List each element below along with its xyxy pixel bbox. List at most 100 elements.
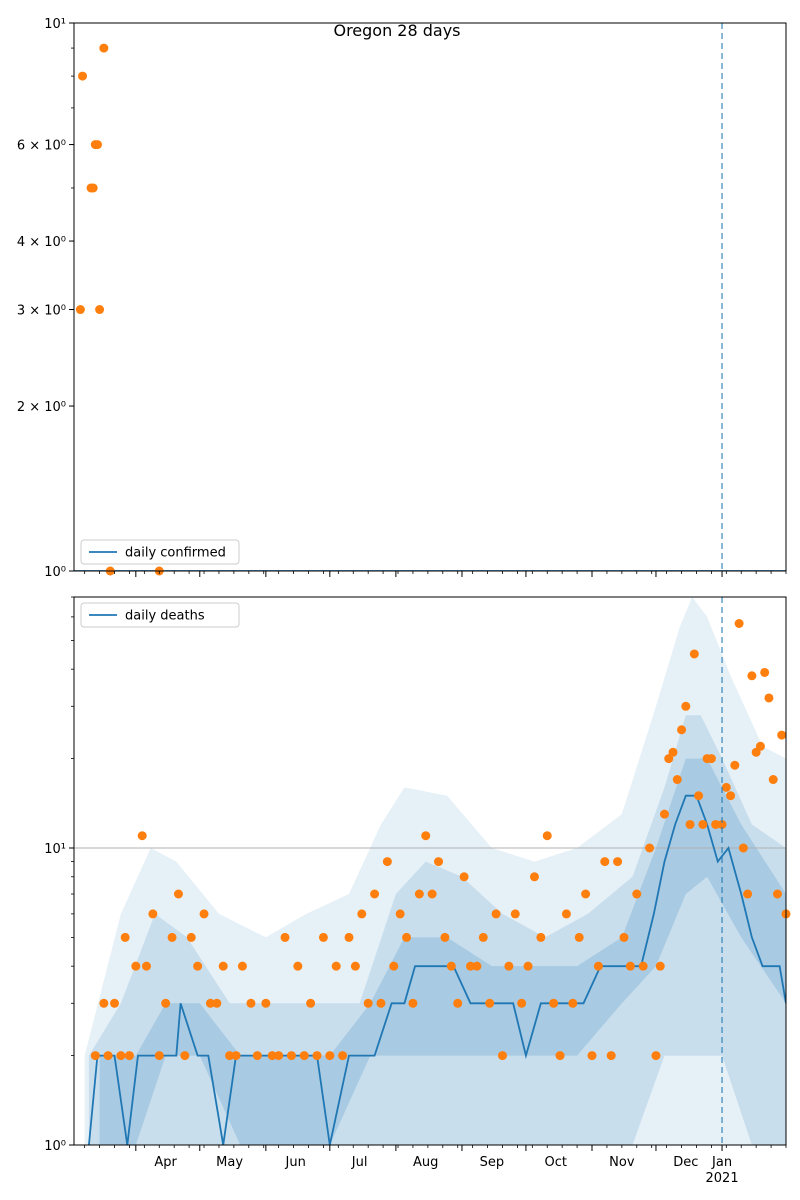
data-point — [180, 1051, 190, 1061]
data-point — [116, 1051, 126, 1061]
data-point — [638, 961, 648, 971]
data-point — [293, 961, 303, 971]
data-point — [664, 754, 674, 764]
data-point — [78, 71, 88, 81]
data-point — [267, 1051, 277, 1061]
data-point — [651, 1051, 661, 1061]
data-point — [246, 998, 256, 1008]
data-point — [717, 819, 727, 829]
data-point — [193, 961, 203, 971]
data-point — [655, 961, 665, 971]
chart-title: Oregon 28 days — [333, 21, 460, 40]
interval-band — [99, 758, 786, 1145]
data-point — [768, 775, 778, 785]
x-tick-label: Jan — [711, 1155, 732, 1170]
data-point — [312, 1051, 322, 1061]
data-point — [772, 889, 782, 899]
data-point — [510, 909, 520, 919]
data-point — [402, 932, 412, 942]
y-tick-label: 3 × 10⁰ — [17, 304, 66, 319]
data-point — [472, 961, 482, 971]
data-point — [331, 961, 341, 971]
data-point — [161, 998, 171, 1008]
data-point — [299, 1051, 309, 1061]
legend: daily deaths — [80, 602, 240, 628]
data-point — [593, 961, 603, 971]
data-point — [764, 693, 774, 703]
data-point — [218, 961, 228, 971]
data-point — [536, 932, 546, 942]
top-panel: 10⁰ 2 × 10⁰ 3 × 10⁰ 4 × 10⁰ 6 × 10⁰ 10¹ daily … — [17, 17, 787, 580]
data-point — [681, 701, 691, 711]
y-tick-label: 10¹ — [44, 842, 66, 857]
data-point — [141, 961, 151, 971]
x-tick-label: Jun — [285, 1155, 306, 1170]
data-point — [124, 1051, 134, 1061]
data-point — [167, 932, 177, 942]
axes-frame — [73, 596, 787, 1146]
data-point — [421, 831, 431, 841]
data-point — [99, 998, 109, 1008]
y-tick-label: 6 × 10⁰ — [17, 139, 66, 154]
y-tick-label: 10⁰ — [44, 1139, 66, 1154]
x-tick-label: Sep — [480, 1155, 505, 1170]
data-point — [186, 932, 196, 942]
interval-band — [88, 715, 786, 1145]
data-point — [529, 872, 539, 882]
y-tick-label: 4 × 10⁰ — [17, 235, 66, 250]
data-point — [659, 809, 669, 819]
data-point — [154, 1051, 164, 1061]
data-point — [568, 998, 578, 1008]
data-point — [318, 932, 328, 942]
legend-label: daily confirmed — [125, 546, 226, 561]
data-point — [523, 961, 533, 971]
data-point — [231, 1051, 241, 1061]
data-point — [549, 998, 559, 1008]
data-point — [440, 932, 450, 942]
data-point — [738, 843, 748, 853]
data-point — [148, 909, 158, 919]
y-tick-label: 10¹ — [44, 17, 66, 32]
data-point — [446, 961, 456, 971]
data-point — [760, 667, 770, 677]
interval-band — [84, 597, 786, 1145]
data-point — [606, 1051, 616, 1061]
data-point — [587, 1051, 597, 1061]
data-point — [408, 998, 418, 1008]
data-point — [632, 889, 642, 899]
data-point — [706, 754, 716, 764]
data-point — [395, 909, 405, 919]
data-point — [485, 998, 495, 1008]
data-point — [755, 741, 765, 751]
data-point — [542, 831, 552, 841]
data-point — [252, 1051, 262, 1061]
data-point — [199, 909, 209, 919]
data-point — [459, 872, 469, 882]
data-point — [668, 747, 678, 757]
data-point — [517, 998, 527, 1008]
legend: daily confirmed — [80, 539, 240, 565]
data-point — [672, 775, 682, 785]
data-point — [478, 932, 488, 942]
data-point — [120, 932, 130, 942]
data-point — [92, 140, 102, 150]
data-point — [88, 183, 98, 193]
x-tick-label: Dec — [673, 1155, 698, 1170]
data-point — [280, 932, 290, 942]
data-point — [173, 889, 183, 899]
data-point — [357, 909, 367, 919]
x-tick-label: Apr — [154, 1155, 177, 1170]
data-point — [721, 782, 731, 792]
data-point — [466, 961, 476, 971]
data-point — [685, 819, 695, 829]
bottom-panel: 10⁰ 10¹ Apr May Jun Jul Aug Sep Oct Nov Dec Jan2021… — [44, 596, 791, 1186]
data-point — [625, 961, 635, 971]
x-tick-label: Oct — [545, 1155, 567, 1170]
data-point — [363, 998, 373, 1008]
data-point — [75, 305, 85, 315]
data-point — [286, 1051, 296, 1061]
data-point — [137, 831, 147, 841]
y-tick-label: 10⁰ — [44, 565, 66, 580]
data-point — [389, 961, 399, 971]
